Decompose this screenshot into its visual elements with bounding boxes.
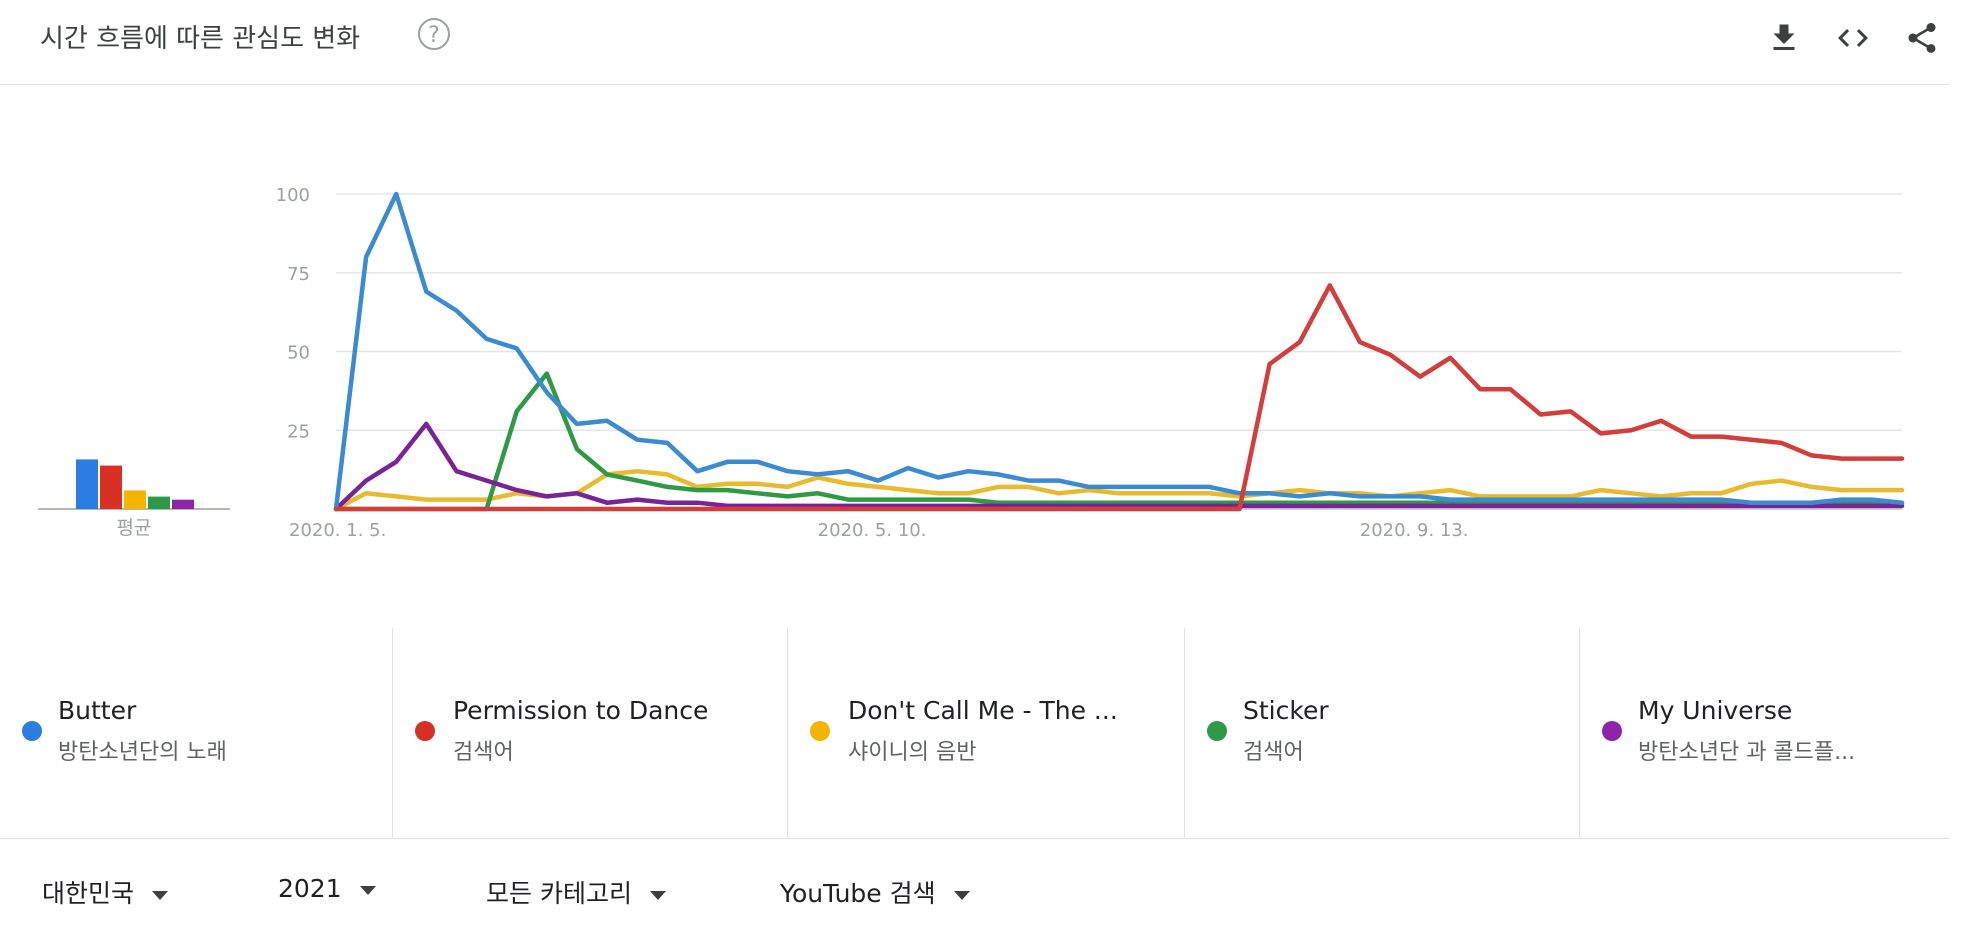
download-icon[interactable] [1766, 20, 1802, 56]
year-dropdown[interactable]: 2021 [278, 874, 376, 903]
average-bar [124, 490, 146, 509]
legend-term: Don't Call Me - The ... [848, 696, 1118, 725]
average-label: 평균 [117, 517, 152, 539]
y-tick-label: 25 [287, 421, 310, 442]
legend-color-dot [415, 721, 435, 741]
y-tick-label: 75 [287, 264, 310, 285]
help-icon[interactable]: ? [418, 18, 450, 50]
dropdown-arrow-icon [953, 890, 970, 900]
legend-divider [1184, 628, 1185, 838]
x-tick-label: 2020. 9. 13. [1360, 520, 1469, 541]
legend-divider [392, 628, 393, 838]
chart-title: 시간 흐름에 따른 관심도 변화 [40, 24, 361, 54]
series-line-butter [333, 191, 1905, 512]
legend-term-type: 방탄소년단 과 콜드플... [1638, 740, 1856, 765]
series-line-my-universe [333, 421, 1905, 512]
average-bar-chart: 평균 [38, 459, 230, 539]
x-tick-label: 2020. 5. 10. [818, 520, 927, 541]
series-lines [333, 191, 1905, 512]
dropdown-arrow-icon [152, 890, 169, 900]
x-tick-labels: 2020. 1. 5. 2020. 5. 10. 2020. 9. 13. [289, 520, 1469, 541]
legend-term-type: 샤이니의 음반 [848, 740, 977, 765]
legend-item-dont-call-me[interactable]: Don't Call Me - The ... 샤이니의 음반 [788, 628, 1184, 838]
legend-divider [787, 628, 788, 838]
category-dropdown-value: 모든 카테고리 [486, 879, 632, 908]
legend: Butter 방탄소년단의 노래 Permission to Dance 검색어… [0, 628, 1950, 839]
average-bar [100, 465, 122, 509]
legend-color-dot [22, 721, 42, 741]
category-dropdown[interactable]: 모든 카테고리 [486, 874, 666, 910]
series-line-sticker [333, 371, 1905, 512]
average-bar [172, 499, 194, 509]
legend-term: Permission to Dance [453, 696, 709, 725]
embed-code-icon[interactable] [1835, 20, 1871, 56]
legend-term: Sticker [1243, 696, 1329, 725]
legend-color-dot [810, 721, 830, 741]
average-bar [148, 496, 170, 509]
legend-divider [1579, 628, 1580, 838]
y-tick-label: 100 [276, 185, 310, 206]
chart-header: 시간 흐름에 따른 관심도 변화 ? [0, 0, 1950, 85]
legend-item-permission-to-dance[interactable]: Permission to Dance 검색어 [393, 628, 787, 838]
search-type-dropdown[interactable]: YouTube 검색 [780, 874, 970, 910]
region-dropdown-value: 대한민국 [42, 879, 135, 908]
legend-item-my-universe[interactable]: My Universe 방탄소년단 과 콜드플... [1580, 628, 1950, 838]
grid-lines [336, 193, 1902, 510]
series-line-permission-to-dance [333, 283, 1905, 512]
legend-term: Butter [58, 696, 137, 725]
dropdown-arrow-icon [649, 890, 666, 900]
legend-term-type: 방탄소년단의 노래 [58, 740, 227, 765]
share-icon[interactable] [1904, 20, 1940, 56]
average-bar [76, 459, 98, 509]
legend-term-type: 검색어 [1243, 740, 1304, 765]
legend-color-dot [1602, 721, 1622, 741]
series-line-don-t-call-me-the [333, 468, 1905, 512]
legend-term-type: 검색어 [453, 740, 514, 765]
filter-bar: 대한민국 2021 모든 카테고리 YouTube 검색 [0, 838, 1950, 932]
year-dropdown-value: 2021 [278, 874, 342, 903]
y-tick-label: 50 [287, 343, 310, 364]
legend-item-butter[interactable]: Butter 방탄소년단의 노래 [0, 628, 392, 838]
x-tick-label: 2020. 1. 5. [289, 520, 386, 541]
search-type-dropdown-value: YouTube 검색 [780, 879, 936, 908]
legend-color-dot [1207, 721, 1227, 741]
region-dropdown[interactable]: 대한민국 [42, 874, 169, 910]
legend-term: My Universe [1638, 696, 1793, 725]
dropdown-arrow-icon [359, 885, 376, 895]
y-tick-labels: 100 75 50 25 [276, 185, 310, 442]
legend-item-sticker[interactable]: Sticker 검색어 [1185, 628, 1579, 838]
